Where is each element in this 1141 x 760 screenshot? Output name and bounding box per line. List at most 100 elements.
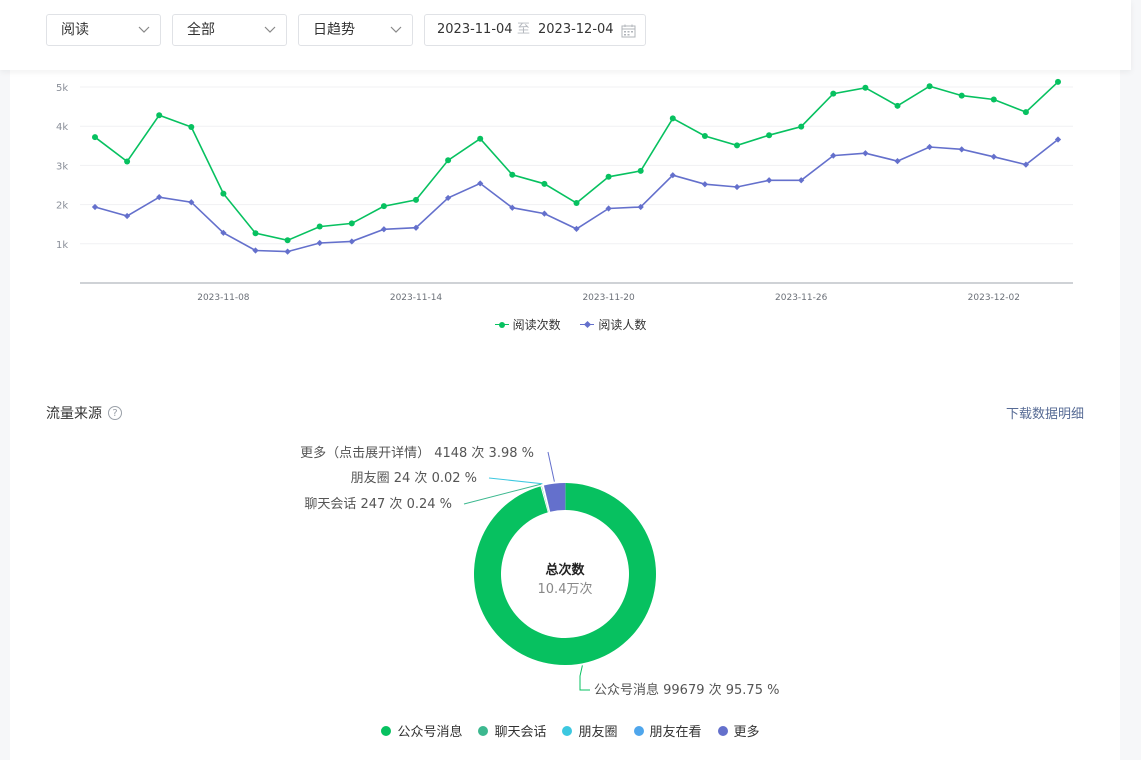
legend-label: 聊天会话 xyxy=(494,725,547,740)
section-title-text: 流量来源 xyxy=(46,406,102,422)
traffic-source-title: 流量来源 ? xyxy=(46,403,122,423)
data-point[interactable] xyxy=(252,247,259,254)
x-tick-label: 2023-11-26 xyxy=(775,293,828,303)
data-point[interactable] xyxy=(252,230,259,237)
data-point[interactable] xyxy=(413,196,419,203)
data-point[interactable] xyxy=(701,133,708,139)
type-select-value: 阅读 xyxy=(61,22,89,38)
data-point[interactable] xyxy=(701,181,709,188)
data-point[interactable] xyxy=(92,134,98,141)
data-point[interactable] xyxy=(669,115,676,122)
series-line xyxy=(94,138,1059,253)
data-point[interactable] xyxy=(990,96,997,103)
legend-item-reads[interactable]: 阅读次数 xyxy=(494,316,561,333)
date-separator: 至 xyxy=(517,22,531,37)
donut-legend: 公众号消息 聊天会话 朋友圈 朋友在看 更多 xyxy=(0,721,1141,740)
data-point[interactable] xyxy=(958,92,965,99)
x-tick-label: 2023-11-14 xyxy=(390,293,443,303)
legend-dot xyxy=(633,725,644,736)
data-point[interactable] xyxy=(862,84,869,91)
data-point[interactable] xyxy=(156,194,163,201)
data-point[interactable] xyxy=(637,167,644,174)
y-tick-label: 5k xyxy=(56,83,68,94)
data-point[interactable] xyxy=(380,203,387,210)
data-point[interactable] xyxy=(894,157,901,165)
legend-label: 更多 xyxy=(733,725,760,740)
calendar-icon[interactable] xyxy=(621,24,636,38)
filter-bar: 阅读 全部 日趋势 2023-11-04 至 2023-12-04 xyxy=(0,0,1131,70)
trend-select[interactable]: 日趋势 xyxy=(298,14,413,46)
x-tick-label: 2023-11-08 xyxy=(197,293,250,303)
download-details-link[interactable]: 下载数据明细 xyxy=(1005,407,1084,422)
legend-label: 朋友圈 xyxy=(578,725,618,740)
data-point[interactable] xyxy=(765,177,773,184)
data-point[interactable] xyxy=(798,123,805,130)
data-point[interactable] xyxy=(766,132,773,139)
chevron-down-icon xyxy=(390,26,402,33)
data-point[interactable] xyxy=(188,123,195,130)
data-point[interactable] xyxy=(123,212,131,220)
legend-item[interactable]: 朋友圈 xyxy=(562,721,618,740)
legend-item-readers[interactable]: 阅读人数 xyxy=(580,316,646,333)
data-point[interactable] xyxy=(894,102,901,109)
data-point[interactable] xyxy=(509,171,516,178)
data-point[interactable] xyxy=(926,83,933,90)
x-tick-label: 2023-12-02 xyxy=(968,293,1020,303)
data-point[interactable] xyxy=(91,203,99,211)
legend-marker xyxy=(580,320,595,330)
data-point[interactable] xyxy=(220,190,227,197)
data-point[interactable] xyxy=(284,248,291,255)
legend-item[interactable]: 朋友在看 xyxy=(633,721,702,740)
date-start[interactable]: 2023-11-04 xyxy=(437,22,513,37)
data-point[interactable] xyxy=(348,220,355,227)
data-point[interactable] xyxy=(541,180,548,187)
legend-dot xyxy=(562,725,573,736)
data-point[interactable] xyxy=(316,223,323,230)
data-point[interactable] xyxy=(188,199,195,206)
data-point[interactable] xyxy=(990,153,997,160)
data-point[interactable] xyxy=(1055,78,1061,85)
type-select[interactable]: 阅读 xyxy=(46,14,161,46)
legend-dot xyxy=(478,725,489,736)
data-point[interactable] xyxy=(926,143,933,151)
help-icon[interactable]: ? xyxy=(108,406,122,420)
data-point[interactable] xyxy=(124,158,131,165)
legend-item[interactable]: 更多 xyxy=(717,721,760,740)
data-point[interactable] xyxy=(541,210,548,217)
legend-item[interactable]: 公众号消息 xyxy=(381,721,462,740)
scope-select[interactable]: 全部 xyxy=(172,14,287,46)
data-point[interactable] xyxy=(605,173,612,180)
data-point[interactable] xyxy=(445,157,452,164)
data-point[interactable] xyxy=(477,135,484,142)
data-point[interactable] xyxy=(316,239,323,247)
legend-label: 阅读人数 xyxy=(598,318,647,332)
chevron-down-icon xyxy=(138,26,150,33)
line-chart: 1k 2k 3k 4k 5k 2023-11-08 2023-11-14 2023-11-20… xyxy=(56,78,1073,303)
data-point[interactable] xyxy=(958,146,965,153)
data-point[interactable] xyxy=(477,180,484,187)
data-point[interactable] xyxy=(862,150,869,157)
legend-dot xyxy=(717,725,728,736)
data-point[interactable] xyxy=(380,226,388,233)
data-point[interactable] xyxy=(444,194,452,202)
data-point[interactable] xyxy=(734,142,740,149)
trend-select-value: 日趋势 xyxy=(313,22,355,38)
date-end[interactable]: 2023-12-04 xyxy=(538,22,614,37)
data-point[interactable] xyxy=(733,183,741,191)
y-tick-label: 1k xyxy=(56,240,68,251)
data-point[interactable] xyxy=(573,200,580,207)
y-tick-label: 3k xyxy=(56,161,68,172)
data-point[interactable] xyxy=(830,90,837,97)
legend-marker xyxy=(494,320,509,330)
legend-item[interactable]: 聊天会话 xyxy=(478,721,546,740)
line-chart-legend: 阅读次数 阅读人数 xyxy=(0,316,1141,333)
y-tick-label: 2k xyxy=(56,201,68,212)
date-range-picker[interactable]: 2023-11-04 至 2023-12-04 xyxy=(424,14,646,46)
data-point[interactable] xyxy=(1054,136,1062,143)
data-point[interactable] xyxy=(284,237,291,244)
data-point[interactable] xyxy=(1022,109,1029,116)
legend-dot xyxy=(381,725,392,736)
data-point[interactable] xyxy=(156,112,163,119)
chevron-down-icon xyxy=(264,26,276,33)
series-line xyxy=(94,81,1059,242)
